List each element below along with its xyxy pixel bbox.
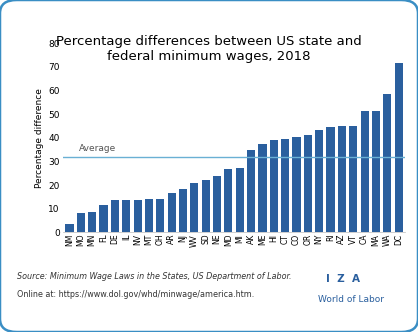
- Bar: [383, 94, 391, 232]
- Bar: [99, 205, 108, 232]
- Bar: [270, 140, 278, 232]
- Bar: [349, 126, 357, 232]
- Bar: [224, 169, 232, 232]
- Bar: [122, 200, 130, 232]
- Bar: [66, 224, 74, 232]
- Bar: [190, 183, 199, 232]
- Bar: [133, 200, 142, 232]
- Bar: [293, 136, 301, 232]
- Text: Percentage differences between US state and
federal minimum wages, 2018: Percentage differences between US state …: [56, 35, 362, 63]
- Bar: [179, 189, 187, 232]
- Bar: [213, 176, 221, 232]
- Text: World of Labor: World of Labor: [318, 295, 384, 304]
- Text: Source: Minimum Wage Laws in the States, US Department of Labor.: Source: Minimum Wage Laws in the States,…: [17, 272, 291, 281]
- Bar: [304, 135, 312, 232]
- Bar: [88, 212, 96, 232]
- Text: I  Z  A: I Z A: [326, 274, 360, 284]
- Bar: [360, 111, 369, 232]
- Bar: [338, 126, 346, 232]
- Bar: [168, 193, 176, 232]
- Bar: [201, 180, 210, 232]
- Text: Average: Average: [79, 144, 116, 153]
- Bar: [281, 139, 289, 232]
- Bar: [111, 201, 119, 232]
- Bar: [258, 144, 267, 232]
- Bar: [156, 199, 164, 232]
- Bar: [372, 111, 380, 232]
- Bar: [395, 63, 403, 232]
- Bar: [315, 129, 323, 232]
- Bar: [77, 213, 85, 232]
- Text: Online at: https://www.dol.gov/whd/minwage/america.htm.: Online at: https://www.dol.gov/whd/minwa…: [17, 290, 254, 299]
- Bar: [247, 150, 255, 232]
- Bar: [236, 168, 244, 232]
- Bar: [326, 127, 335, 232]
- Bar: [145, 199, 153, 232]
- Y-axis label: Percentage difference: Percentage difference: [35, 88, 44, 188]
